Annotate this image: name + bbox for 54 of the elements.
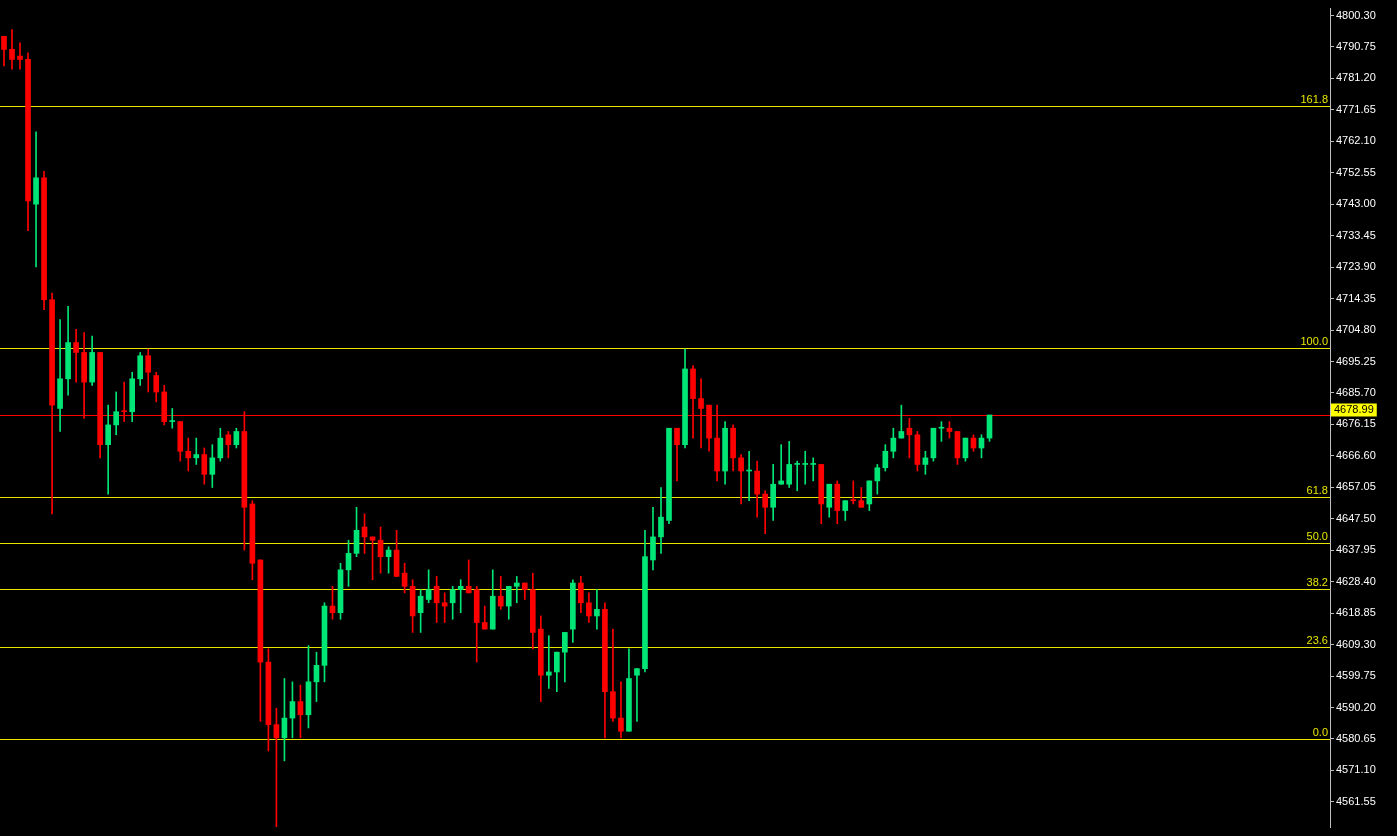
y-tick-label: 4666.60 <box>1336 448 1376 461</box>
y-tick-label: 4676.15 <box>1336 417 1376 430</box>
candlestick <box>33 131 39 268</box>
annotation: 23.6 <box>1306 634 1328 647</box>
candlestick <box>802 450 809 485</box>
y-tick-label: 4800.30 <box>1336 8 1376 21</box>
y-tick-label: 4609.30 <box>1336 637 1376 650</box>
annotation: 61.8 <box>1306 484 1328 497</box>
candlestick <box>794 460 801 492</box>
candlestick <box>17 42 23 70</box>
candlestick <box>457 579 464 613</box>
y-tick-label: 4618.85 <box>1336 606 1376 619</box>
y-tick-label: 4628.40 <box>1336 574 1376 587</box>
candlestick <box>850 480 857 505</box>
y-tick-label: 4752.55 <box>1336 165 1376 178</box>
y-tick-label: 4599.75 <box>1336 669 1376 682</box>
y-tick-label: 4657.05 <box>1336 480 1376 493</box>
annotation: 50.0 <box>1306 530 1328 543</box>
candlestick <box>618 681 624 739</box>
y-tick-label: 4723.90 <box>1336 260 1376 273</box>
candlestick <box>810 457 817 482</box>
y-tick-label: 4647.50 <box>1336 511 1376 524</box>
candlestick <box>634 668 640 722</box>
candlestick <box>193 437 200 465</box>
candlestick <box>169 408 176 429</box>
candlestick <box>9 29 15 70</box>
y-tick-label: 4790.75 <box>1336 40 1376 52</box>
y-tick-label: 4685.70 <box>1336 386 1376 398</box>
candlestick <box>465 559 472 594</box>
candlestick <box>778 444 785 485</box>
candlestick <box>546 635 552 689</box>
candlestick <box>185 437 192 472</box>
y-tick-label: 4704.80 <box>1336 323 1376 336</box>
y-tick-label: 4637.95 <box>1336 543 1376 556</box>
candlestick <box>513 576 520 604</box>
annotation: 161.8 <box>1300 93 1328 106</box>
annotation: 38.2 <box>1306 576 1328 589</box>
annotation: 100.0 <box>1300 335 1328 348</box>
y-tick-label: 4561.55 <box>1336 794 1376 807</box>
candlestick <box>73 329 79 383</box>
ref-line-label: 4678.99 <box>1334 403 1374 416</box>
y-tick-label: 4714.35 <box>1336 291 1376 304</box>
candlestick <box>105 404 111 495</box>
y-tick-label: 4580.65 <box>1336 732 1376 744</box>
y-tick-label: 4762.10 <box>1336 134 1376 147</box>
y-tick-label: 4590.20 <box>1336 700 1376 713</box>
annotation: 0.0 <box>1312 726 1328 739</box>
y-tick-label: 4571.10 <box>1336 763 1376 776</box>
y-tick-label: 4733.45 <box>1336 228 1376 241</box>
y-tick-label: 4781.20 <box>1336 71 1376 84</box>
y-tick-label: 4771.65 <box>1336 102 1376 115</box>
y-tick-label: 4695.25 <box>1336 354 1376 367</box>
candlestick <box>594 589 600 630</box>
y-tick-label: 4743.00 <box>1336 197 1376 210</box>
